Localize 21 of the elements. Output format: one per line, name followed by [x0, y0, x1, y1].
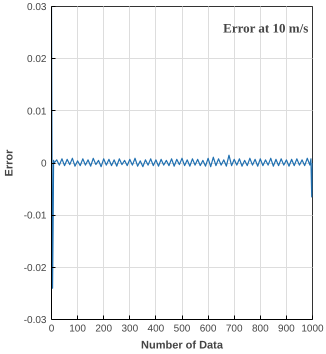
- y-tick-label: -0.03: [24, 315, 47, 326]
- x-tick-label: 200: [95, 324, 112, 334]
- x-tick-label: 300: [121, 324, 139, 334]
- y-axis-title: Error: [4, 148, 16, 176]
- x-tick-label: 600: [200, 324, 217, 334]
- x-tick-label: 900: [278, 324, 296, 334]
- y-tick-label: 0: [40, 158, 47, 170]
- x-tick-label: 1000: [301, 324, 324, 334]
- y-tick-label: 0.03: [27, 2, 47, 13]
- x-tick-label: 100: [69, 324, 86, 334]
- y-tick-label: 0.01: [27, 106, 47, 118]
- x-tick-label: 0: [48, 324, 55, 334]
- y-tick-label: -0.02: [24, 262, 47, 274]
- annotation: Error at 10 m/s: [223, 20, 308, 36]
- x-tick-label: 800: [252, 324, 270, 334]
- x-tick-label: 400: [148, 324, 165, 334]
- y-tick-label: 0.02: [27, 54, 47, 66]
- x-axis-title: Number of Data: [141, 340, 224, 352]
- x-tick-label: 500: [174, 324, 191, 334]
- y-tick-label: -0.01: [24, 210, 47, 222]
- x-tick-label: 700: [226, 324, 243, 334]
